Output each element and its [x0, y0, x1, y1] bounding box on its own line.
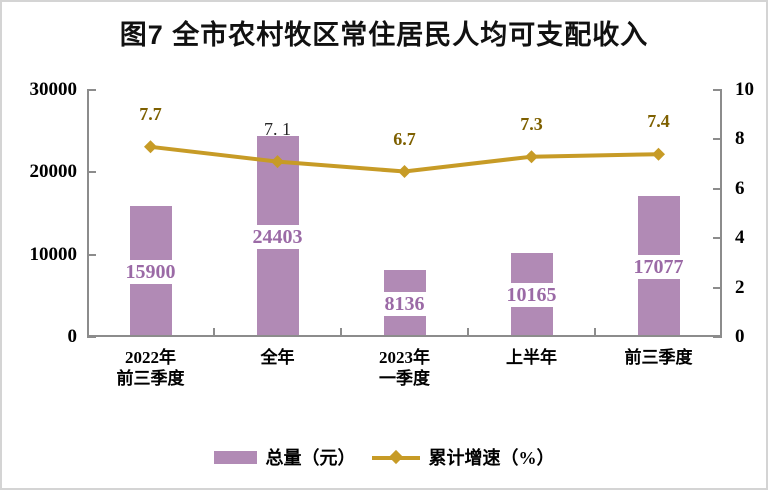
- bar-value-stripe: [636, 254, 681, 279]
- y-axis-right-tick: [713, 89, 722, 91]
- growth-point-label: 7.7: [139, 103, 162, 124]
- bar-value-label: 17077: [633, 255, 684, 278]
- bar-value-label: 8136: [384, 292, 425, 315]
- y-axis-left-tick-label: 0: [67, 326, 78, 347]
- growth-point-marker: [398, 165, 411, 179]
- growth-point-label: 7. 1: [264, 118, 291, 139]
- x-axis-boundary-tick: [467, 328, 469, 337]
- x-axis-category-label: 2022年 前三季度: [116, 348, 185, 388]
- y-axis-right-tick: [713, 237, 722, 240]
- bar-value-stripe: [382, 291, 427, 316]
- y-axis-left-tick: [87, 89, 96, 91]
- y-axis-left-tick-label: 10000: [29, 243, 78, 265]
- legend-bar-label: 总量（元）: [265, 448, 356, 468]
- x-axis-category-label: 上半年: [506, 348, 557, 367]
- y-axis-right-tick: [713, 286, 722, 289]
- y-axis-right-tick-label: 0: [735, 326, 745, 347]
- y-axis-right-tick-label: 8: [735, 128, 745, 150]
- x-axis: [87, 335, 722, 337]
- y-axis-right-tick-label: 10: [735, 79, 754, 100]
- y-axis-left-tick: [87, 171, 96, 174]
- bar-value-label: 24403: [252, 225, 303, 248]
- bar-value-stripe: [509, 283, 554, 308]
- bar-value-label: 15900: [125, 260, 176, 283]
- y-axis-left-tick-label: 20000: [29, 161, 78, 183]
- diamond-marker-icon: [388, 449, 403, 464]
- bar-series-swatch: [213, 450, 257, 464]
- y-axis-right-tick-label: 4: [735, 227, 745, 249]
- growth-point-label: 6.7: [393, 128, 416, 149]
- legend: 总量（元） 累计增速（%）: [2, 442, 766, 472]
- bar-value-stripe: [255, 224, 300, 249]
- growth-point-label: 7.3: [520, 113, 543, 134]
- y-axis-left-tick-label: 30000: [29, 79, 78, 100]
- bar-value-stripe: [128, 259, 173, 284]
- growth-point-label: 7.4: [647, 111, 670, 132]
- x-axis-boundary-tick: [340, 328, 342, 337]
- growth-line: [150, 144, 659, 174]
- x-axis-category-label: 前三季度: [624, 348, 693, 367]
- y-axis-right-tick-label: 2: [735, 276, 745, 298]
- legend-item-bar: 总量（元）: [213, 444, 356, 470]
- line-series-swatch: [371, 449, 420, 464]
- y-axis-right-tick-label: 6: [735, 177, 745, 199]
- y-axis-right-tick: [713, 187, 722, 190]
- y-axis-left: [87, 90, 89, 337]
- legend-line-label: 累计增速（%）: [428, 448, 555, 468]
- growth-point-marker: [144, 140, 157, 154]
- x-axis-boundary-tick: [594, 328, 596, 337]
- y-axis-left-tick: [87, 336, 96, 338]
- y-axis-right-tick: [713, 336, 722, 338]
- x-axis-boundary-tick: [213, 328, 215, 337]
- x-axis-category-label: 2023年 一季度: [379, 348, 430, 388]
- y-axis-right: [720, 90, 722, 337]
- growth-point-marker: [525, 150, 538, 164]
- x-axis-category-label: 全年: [260, 348, 295, 367]
- bar-value-label: 10165: [506, 284, 557, 307]
- legend-item-line: 累计增速（%）: [371, 444, 555, 470]
- y-axis-right-tick: [713, 138, 722, 141]
- chart-title: 图7 全市农村牧区常住居民人均可支配收入: [119, 20, 649, 50]
- y-axis-left-tick: [87, 253, 96, 256]
- growth-point-marker: [652, 147, 665, 161]
